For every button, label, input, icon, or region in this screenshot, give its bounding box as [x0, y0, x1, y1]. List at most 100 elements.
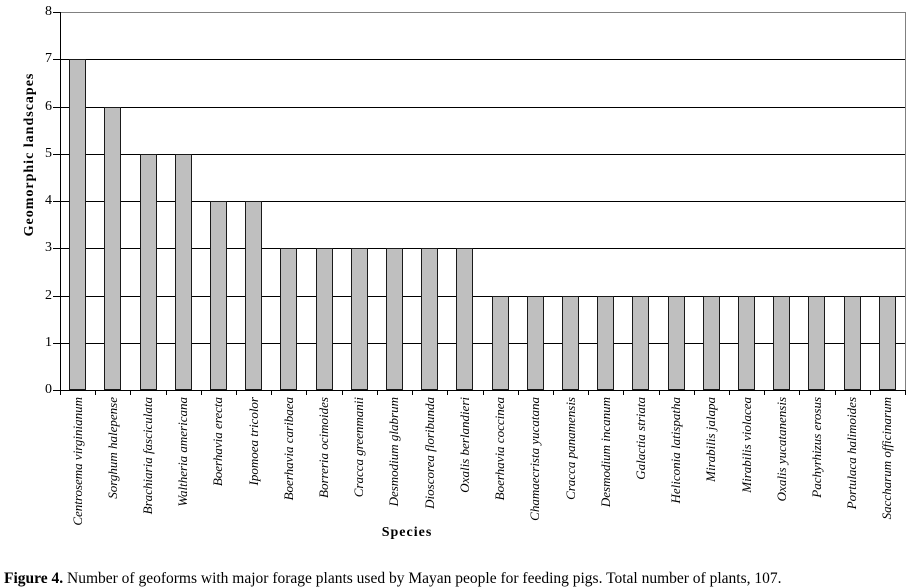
x-tick-mark-8 — [341, 390, 343, 395]
x-axis-title: Species — [381, 525, 433, 540]
plot-border-top — [60, 12, 905, 13]
bar-centrosema-virginianum — [69, 59, 87, 390]
x-tick-mark-5 — [236, 390, 238, 395]
x-category-label: Desmodium glabrum — [386, 397, 402, 507]
x-category-label: Galactia striata — [632, 397, 648, 480]
x-category-label: Borreria ocimoides — [316, 397, 332, 498]
y-tick-label-5: 5 — [45, 145, 52, 161]
bar-pachyrhizus-erosus — [808, 295, 826, 390]
caption-text: Number of geoforms with major forage pla… — [63, 569, 782, 587]
bar-desmodium-glabrum — [385, 248, 403, 390]
x-category-label: Pachyrhizus erosus — [808, 397, 824, 498]
x-category-label: Cracca panamensis — [562, 397, 578, 500]
x-category-label: Mirabilis violacea — [738, 397, 754, 493]
y-tick-label-3: 3 — [45, 240, 52, 256]
y-axis-line — [60, 12, 61, 395]
x-category-label: Waltheria americana — [175, 397, 191, 507]
bar-mirabilis-violacea — [738, 295, 756, 390]
y-tick-label-2: 2 — [45, 287, 52, 303]
bar-cracca-panamensis — [562, 295, 580, 390]
y-tick-label-8: 8 — [45, 4, 52, 19]
bar-boerhavia-coccinea — [491, 295, 509, 390]
bar-oxalis-berlandieri — [456, 248, 474, 390]
gridline-y-6 — [60, 106, 905, 108]
x-tick-mark-7 — [306, 390, 308, 395]
x-tick-mark-12 — [482, 390, 484, 395]
bar-sorghum-halepense — [104, 106, 122, 390]
x-category-label: Oxalis berlandieri — [456, 397, 472, 493]
bar-dioscorea-floribunda — [421, 248, 439, 390]
x-category-label: Desmodium incanum — [597, 397, 613, 508]
x-tick-mark-14 — [552, 390, 554, 395]
x-category-label: Portulaca halimoides — [844, 397, 860, 510]
x-category-label: Sorghum halepense — [104, 397, 120, 499]
x-category-label: Boerhavia erecta — [210, 397, 226, 487]
x-axis-line — [53, 390, 905, 391]
x-tick-mark-22 — [834, 390, 836, 395]
bar-desmodium-incanum — [597, 295, 615, 390]
x-tick-mark-24 — [905, 390, 906, 395]
x-tick-mark-6 — [271, 390, 273, 395]
x-category-label: Saccharum officinarum — [879, 397, 895, 520]
gridline-y-3 — [60, 248, 905, 250]
gridline-y-1 — [60, 342, 905, 344]
x-tick-mark-21 — [799, 390, 801, 395]
y-tick-mark-0 — [53, 390, 60, 391]
x-tick-mark-9 — [376, 390, 378, 395]
x-tick-mark-19 — [728, 390, 730, 395]
x-tick-mark-1 — [95, 390, 97, 395]
x-category-label: Oxalis yucatanensis — [773, 397, 789, 502]
y-tick-label-4: 4 — [45, 193, 52, 208]
x-category-label: Boerhavia caribaea — [280, 397, 296, 501]
bar-saccharum-officinarum — [878, 295, 896, 390]
y-tick-mark-2 — [53, 295, 60, 297]
bar-boerhavia-erecta — [209, 201, 227, 390]
x-tick-mark-10 — [412, 390, 414, 395]
figure-caption: Figure 4. Number of geoforms with major … — [4, 570, 908, 588]
bar-boerhavia-caribaea — [280, 248, 298, 390]
y-tick-label-6: 6 — [45, 98, 52, 114]
x-category-label: Heliconia latispatha — [668, 397, 684, 504]
x-tick-mark-4 — [200, 390, 202, 395]
x-tick-mark-15 — [588, 390, 590, 395]
gridline-y-5 — [60, 153, 905, 155]
x-category-label: Cracca greenmanii — [351, 397, 367, 498]
x-tick-mark-2 — [130, 390, 132, 395]
x-category-label: Brachiaria fasciculata — [140, 397, 156, 515]
x-tick-mark-13 — [517, 390, 519, 395]
y-tick-mark-7 — [53, 59, 60, 61]
gridline-y-4 — [60, 201, 905, 202]
x-tick-mark-17 — [658, 390, 660, 395]
y-tick-mark-6 — [53, 106, 60, 108]
bar-oxalis-yucatanensis — [773, 295, 791, 390]
x-category-label: Boerhavia coccinea — [492, 397, 508, 501]
x-category-label: Ipomoea tricolor — [245, 397, 261, 486]
x-tick-mark-16 — [623, 390, 625, 395]
bar-portulaca-halimoides — [843, 295, 861, 390]
bar-brachiaria-fasciculata — [139, 153, 157, 390]
bar-waltheria-americana — [174, 153, 192, 390]
x-tick-mark-0 — [60, 390, 61, 395]
y-tick-label-1: 1 — [45, 334, 52, 350]
x-tick-mark-18 — [693, 390, 695, 395]
x-tick-mark-20 — [764, 390, 766, 395]
x-category-label: Centrosema virginianum — [69, 397, 85, 526]
bar-cracca-greenmanii — [350, 248, 368, 390]
plot-border-right — [905, 12, 906, 390]
x-category-label: Mirabilis jalapa — [703, 397, 719, 482]
gridline-y-7 — [60, 59, 905, 61]
bar-mirabilis-jalapa — [702, 295, 720, 390]
y-tick-label-7: 7 — [45, 51, 52, 67]
bar-heliconia-latispatha — [667, 295, 685, 390]
caption-figure-number: Figure 4. — [4, 569, 64, 587]
bar-chart: Geomorphic landscapes Species Centrosema… — [22, 4, 906, 540]
bar-chamaecrista-yucatana — [526, 295, 544, 390]
x-tick-mark-11 — [447, 390, 449, 395]
y-tick-mark-8 — [53, 12, 60, 13]
x-category-label: Dioscorea floribunda — [421, 397, 437, 509]
x-tick-mark-23 — [869, 390, 871, 395]
y-tick-mark-5 — [53, 153, 60, 155]
y-tick-label-0: 0 — [45, 382, 52, 397]
y-tick-mark-3 — [53, 248, 60, 250]
